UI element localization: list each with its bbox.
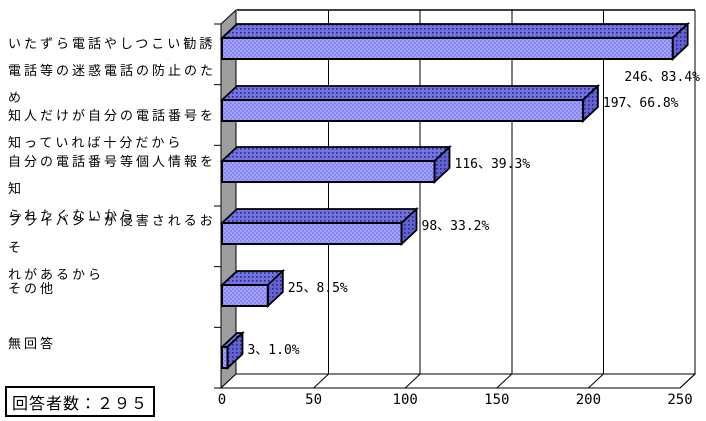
bar-row-2 bbox=[219, 144, 452, 185]
data-label-2: 116、39.3% bbox=[455, 157, 531, 172]
bar-front-face bbox=[221, 284, 269, 307]
floor-tick-200 bbox=[588, 373, 604, 389]
bar-top-face bbox=[219, 208, 419, 224]
bar-row-1 bbox=[219, 83, 601, 124]
bar-front-face bbox=[221, 160, 436, 183]
data-label-3: 98、33.2% bbox=[422, 219, 490, 234]
bar-row-5 bbox=[219, 330, 245, 371]
bar-top-face bbox=[219, 146, 452, 162]
floor-tick-250 bbox=[679, 373, 696, 389]
bar-row-3 bbox=[219, 206, 419, 247]
floor-tick-50 bbox=[313, 373, 329, 389]
data-label-4: 25、8.5% bbox=[288, 281, 348, 296]
x-tick-label-200: 200 bbox=[576, 392, 601, 408]
floor-tick-100 bbox=[404, 373, 421, 389]
x-tick-label-100: 100 bbox=[393, 392, 418, 408]
x-tick-label-250: 250 bbox=[667, 392, 692, 408]
x-tick-label-150: 150 bbox=[484, 392, 509, 408]
bar-front-face bbox=[221, 346, 229, 369]
axis-wall bbox=[220, 8, 237, 390]
bar-top-face bbox=[219, 85, 601, 101]
bar-front-face bbox=[221, 222, 403, 245]
floor-tick-150 bbox=[496, 373, 513, 389]
x-tick-label-0: 0 bbox=[218, 392, 226, 408]
data-label-0: 246、83.4% bbox=[624, 70, 700, 85]
bar-row-0 bbox=[219, 21, 690, 62]
data-label-5: 3、1.0% bbox=[247, 343, 299, 358]
respondents-label: 回答者数：２９５ bbox=[11, 393, 148, 413]
plot-floor bbox=[219, 373, 697, 389]
bar-top-face bbox=[219, 23, 690, 39]
respondents-box: 回答者数：２９５ bbox=[5, 386, 155, 417]
bar-front-face bbox=[221, 99, 584, 122]
x-tick-label-50: 50 bbox=[305, 392, 322, 408]
bar-front-face bbox=[221, 37, 674, 60]
bar-row-4 bbox=[219, 268, 286, 309]
data-label-1: 197、66.8% bbox=[603, 96, 679, 111]
